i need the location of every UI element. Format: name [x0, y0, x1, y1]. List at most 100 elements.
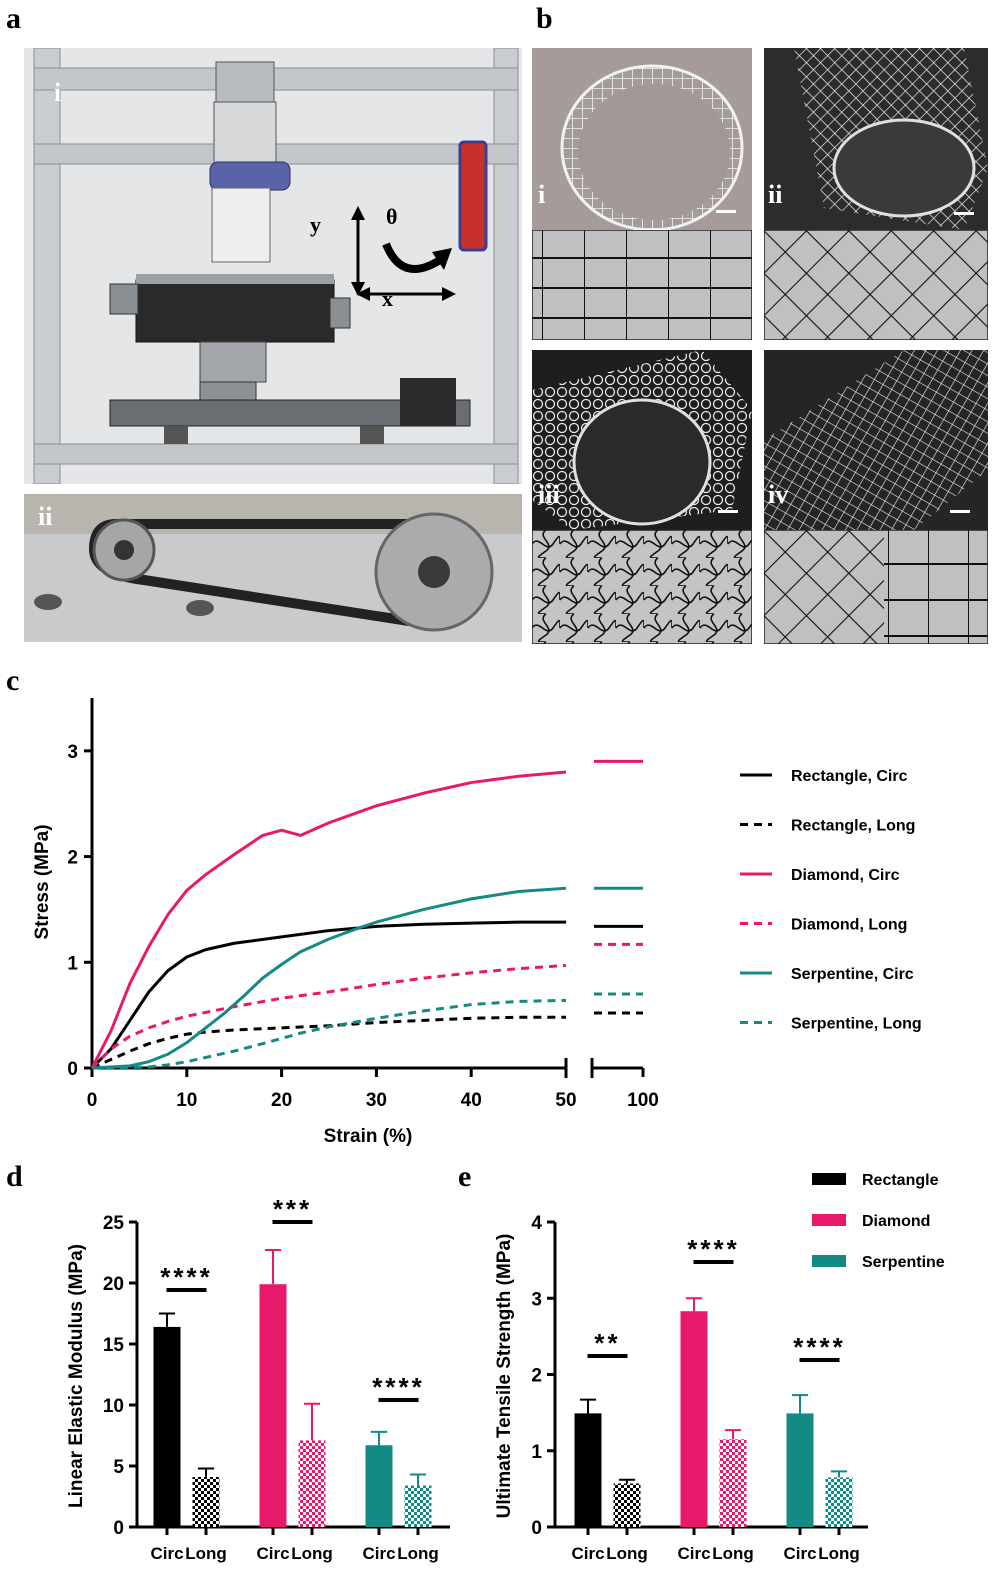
chart-c-xtick-label: 10 [176, 1090, 197, 1111]
chart-d-xtick-label: Circ [150, 1544, 183, 1563]
chart-e-xtick-label: Long [712, 1544, 754, 1563]
chart-e-legend-swatch [812, 1173, 846, 1185]
stent-serpentine-photo [532, 350, 752, 530]
hybrid-pattern-schematic [764, 530, 988, 644]
chart-c-series-line [91, 998, 567, 1070]
printer-render-photo [24, 48, 522, 484]
chart-e-legend-swatch [812, 1255, 846, 1267]
panel-d-letter: d [6, 1160, 23, 1193]
chart-d-bar [404, 1485, 432, 1527]
chart-e-sig-label: **** [687, 1234, 739, 1264]
chart-e-legend-label: Rectangle [862, 1172, 939, 1189]
serpentine-pattern-schematic [532, 530, 752, 644]
panel-e-letter: e [458, 1160, 472, 1193]
chart-d-ytick-label: 15 [103, 1335, 125, 1356]
chart-e-bar [613, 1483, 641, 1527]
stent-rectangle-photo [532, 48, 752, 230]
chart-e-bar [786, 1413, 814, 1527]
chart-e-legend-label: Diamond [862, 1213, 930, 1230]
diamond-pattern-schematic [764, 230, 988, 340]
axis-x-label: x [382, 286, 393, 311]
chart-c-ytick-label: 2 [67, 848, 78, 869]
chart-d-xtick-label: Circ [362, 1544, 395, 1563]
chart-d-xtick-label: Long [185, 1544, 227, 1563]
chart-c-series-line [90, 963, 567, 1070]
chart-c-series-line [90, 920, 566, 1070]
chart-d-sig-label: *** [273, 1194, 312, 1224]
chart-c-xtick-label: 50 [555, 1090, 576, 1111]
chart-d-ytick-label: 0 [113, 1518, 124, 1539]
panel-c-letter: c [6, 664, 20, 697]
chart-e-sig-label: **** [793, 1332, 845, 1362]
chart-e-xtick-label: Long [818, 1544, 860, 1563]
chart-c-xtick-label: 40 [461, 1090, 482, 1111]
chart-e-legend-label: Serpentine [862, 1254, 945, 1271]
chart-d-sig-label: **** [372, 1372, 424, 1402]
chart-d-bar [192, 1476, 220, 1527]
chart-c-legend-label: Diamond, Circ [791, 867, 900, 884]
panel-b-sub-iii: iii [538, 480, 560, 509]
chart-d-xtick-label: Circ [256, 1544, 289, 1563]
chart-c-legend-label: Rectangle, Circ [791, 768, 908, 785]
chart-e-ytick-label: 3 [531, 1289, 542, 1310]
chart-c-series-line [90, 770, 567, 1069]
chart-e-xtick-label: Circ [571, 1544, 604, 1563]
chart-c-xtick-label: 30 [366, 1090, 387, 1111]
panel-a-sub-i: i [54, 78, 62, 107]
chart-e-xtick-label: Long [606, 1544, 648, 1563]
chart-d-sig-label: **** [160, 1262, 212, 1292]
chart-d-ylabel: Linear Elastic Modulus (MPa) [66, 1244, 87, 1508]
chart-c-ytick-label: 1 [67, 953, 78, 974]
printer-render-illustration [24, 48, 522, 484]
chart-e-bar [680, 1311, 708, 1527]
chart-c-legend-label: Serpentine, Long [791, 1016, 922, 1033]
chart-e-bar [719, 1439, 747, 1527]
panel-a-letter: a [6, 2, 21, 35]
chart-c-xtick-label: 100 [627, 1090, 659, 1111]
chart-d-ytick-label: 25 [103, 1213, 125, 1234]
chart-e-xtick-label: Circ [783, 1544, 816, 1563]
chart-e-sig-label: ** [594, 1328, 620, 1358]
chart-e-ytick-label: 2 [531, 1366, 542, 1387]
chart-d-ytick-label: 10 [103, 1396, 124, 1417]
chart-c-ytick-label: 3 [67, 742, 78, 763]
axis-theta-label: θ [386, 204, 398, 229]
chart-e-ytick-label: 4 [531, 1213, 542, 1234]
chart-d-bar [365, 1445, 393, 1527]
stent-hybrid-photo [764, 350, 988, 530]
chart-d-ytick-label: 5 [113, 1457, 124, 1478]
chart-c-series-line [91, 886, 567, 1070]
chart-e-legend-swatch [812, 1214, 846, 1226]
chart-c-legend-label: Diamond, Long [791, 917, 907, 934]
chart-c-series-line [91, 1015, 566, 1070]
chart-e-bar [825, 1477, 853, 1527]
chart-c-xlabel: Strain (%) [324, 1126, 413, 1147]
stent-diamond-photo [764, 48, 988, 230]
chart-d-xtick-label: Long [397, 1544, 439, 1563]
axis-y-label: y [310, 212, 321, 237]
chart-d-ytick-label: 20 [103, 1274, 124, 1295]
chart-d-bar [153, 1326, 181, 1527]
panel-a-sub-ii: ii [38, 502, 53, 531]
panel-b-sub-iv: iv [768, 480, 789, 509]
chart-d-bar [259, 1284, 287, 1527]
chart-c-xtick-label: 20 [271, 1090, 292, 1111]
chart-e-ylabel: Ultimate Tensile Strength (MPa) [494, 1234, 515, 1519]
chart-c-legend-label: Serpentine, Circ [791, 966, 914, 983]
belt-pulley-photo [24, 494, 522, 642]
chart-e-bar [574, 1413, 602, 1527]
chart-d-bar [298, 1440, 326, 1527]
chart-e-ytick-label: 0 [531, 1518, 542, 1539]
panel-b-sub-i: i [538, 180, 546, 209]
chart-e-xtick-label: Circ [677, 1544, 710, 1563]
chart-c-ylabel: Stress (MPa) [32, 824, 53, 939]
chart-c-ytick-label: 0 [67, 1059, 78, 1080]
chart-c-xtick-label: 0 [87, 1090, 98, 1111]
panel-b-letter: b [536, 2, 553, 35]
chart-e-ytick-label: 1 [531, 1442, 542, 1463]
panel-b-sub-ii: ii [768, 180, 783, 209]
chart-d-xtick-label: Long [291, 1544, 333, 1563]
chart-c-legend-label: Rectangle, Long [791, 818, 915, 835]
belt-pulley-illustration [24, 494, 522, 642]
rectangle-pattern-schematic [532, 230, 752, 340]
